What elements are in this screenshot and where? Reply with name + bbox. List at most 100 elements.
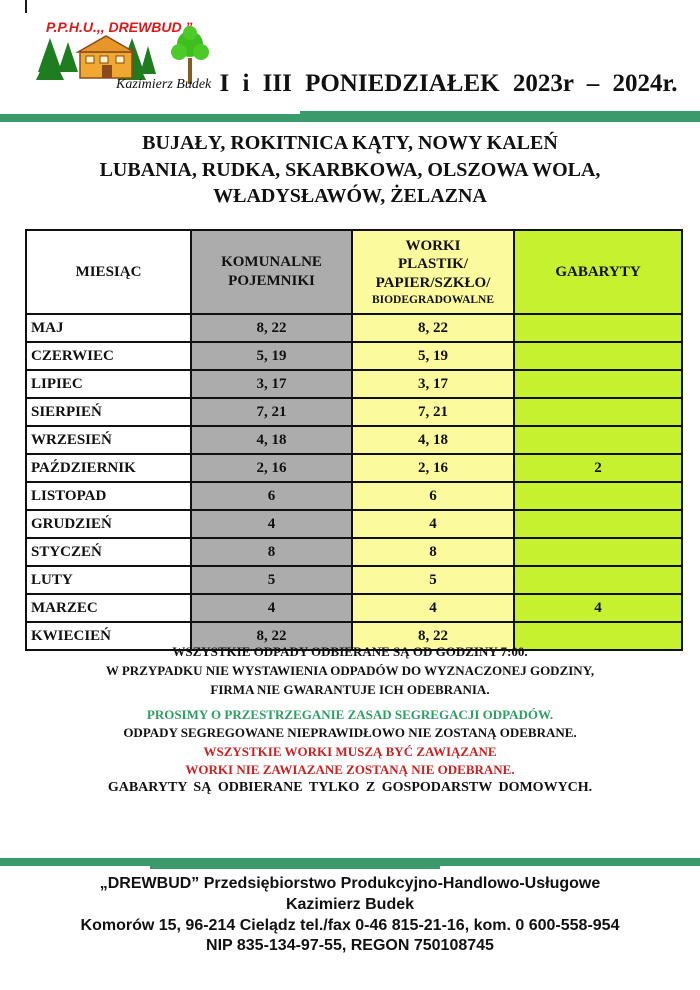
komunalne-cell: 8, 22 (190, 621, 353, 651)
komunalne-cell: 6 (190, 481, 353, 511)
bottom-green-divider (0, 858, 700, 869)
month-cell: SIERPIEŃ (25, 397, 192, 427)
komunalne-cell: 4 (190, 593, 353, 623)
table-row: STYCZEŃ 8 8 (25, 537, 683, 567)
page-title: I i III PONIEDZIAŁEK 2023r – 2024r. (219, 70, 678, 97)
worki-cell: 2, 16 (351, 453, 515, 483)
gabaryty-cell (513, 565, 683, 595)
month-cell: LIPIEC (25, 369, 192, 399)
pickup-notes: WSZYSTKIE ODPADY ODBIERANE SĄ OD GODZINY… (20, 643, 680, 700)
scan-artifact-mark (25, 0, 27, 13)
month-cell: LISTOPAD (25, 481, 192, 511)
month-cell: GRUDZIEŃ (25, 509, 192, 539)
table-row: KWIECIEŃ 8, 22 8, 22 (25, 621, 683, 651)
gabaryty-cell (513, 425, 683, 455)
gabaryty-cell (513, 341, 683, 371)
segregation-note-red-2: WORKI NIE ZAWIAZANE ZOSTANĄ NIE ODEBRANE… (185, 762, 515, 778)
gabaryty-cell (513, 537, 683, 567)
header-worki-main: WORKI PLASTIK/ PAPIER/SZKŁO/ (375, 237, 491, 292)
month-cell: STYCZEŃ (25, 537, 192, 567)
komunalne-cell: 8 (190, 537, 353, 567)
header-komunalne: KOMUNALNE POJEMNIKI (190, 229, 353, 315)
worki-cell: 5 (351, 565, 515, 595)
gabaryty-cell (513, 509, 683, 539)
worki-cell: 4 (351, 593, 515, 623)
collection-schedule-table: MIESIĄC KOMUNALNE POJEMNIKI WORKI PLASTI… (25, 229, 683, 651)
gabaryty-cell: 2 (513, 453, 683, 483)
gabaryty-cell: 4 (513, 593, 683, 623)
header-worki: WORKI PLASTIK/ PAPIER/SZKŁO/ BIODEGRADOW… (351, 229, 515, 315)
table-row: WRZESIEŃ 4, 18 4, 18 (25, 425, 683, 455)
month-cell: LUTY (25, 565, 192, 595)
month-cell: PAŹDZIERNIK (25, 453, 192, 483)
worki-cell: 3, 17 (351, 369, 515, 399)
komunalne-cell: 3, 17 (190, 369, 353, 399)
schedule-table-body: MAJ 8, 22 8, 22 CZERWIEC 5, 19 5, 19 LIPIEC 3, … (25, 313, 683, 651)
localities-line-3: WŁADYSŁAWÓW, ŻELAZNA (213, 185, 487, 208)
worki-cell: 8 (351, 537, 515, 567)
month-cell: WRZESIEŃ (25, 425, 192, 455)
pickup-note-line-1: WSZYSTKIE ODPADY ODBIERANE SĄ OD GODZINY… (172, 644, 528, 659)
segregation-note-green: PROSIMY O PRZESTRZEGANIE ZASAD SEGREGACJ… (146, 707, 554, 722)
logo-graphic: P.P.H.U.,, DREWBUD ” (36, 19, 212, 92)
komunalne-cell: 5 (190, 565, 353, 595)
worki-cell: 5, 19 (351, 341, 515, 371)
table-row: LUTY 5 5 (25, 565, 683, 595)
month-cell: KWIECIEŃ (25, 621, 192, 651)
worki-cell: 6 (351, 481, 515, 511)
localities-heading: BUJAŁY, ROKITNICA KĄTY, NOWY KALEŃ LUBAN… (30, 130, 670, 210)
gabaryty-cell (513, 621, 683, 651)
logo-owner-text: Kazimierz Budek (115, 77, 212, 92)
pickup-note-line-2: W PRZYPADKU NIE WYSTAWIENIA ODPADÓW DO W… (105, 662, 595, 678)
table-row: MAJ 8, 22 8, 22 (25, 313, 683, 343)
table-row: MARZEC 4 4 4 (25, 593, 683, 623)
header-month: MIESIĄC (25, 229, 192, 315)
komunalne-cell: 4, 18 (190, 425, 353, 455)
worki-cell: 4 (351, 509, 515, 539)
month-cell: MAJ (25, 313, 192, 343)
localities-line-1: BUJAŁY, ROKITNICA KĄTY, NOWY KALEŃ (142, 132, 558, 154)
footer-line-3: Komorów 15, 96-214 Cielądz tel./fax 0-46… (80, 916, 620, 934)
komunalne-cell: 7, 21 (190, 397, 353, 427)
gabaryty-cell (513, 369, 683, 399)
segregation-notes: PROSIMY O PRZESTRZEGANIE ZASAD SEGREGACJ… (20, 706, 680, 780)
komunalne-cell: 2, 16 (190, 453, 353, 483)
worki-cell: 8, 22 (351, 621, 515, 651)
company-logo: P.P.H.U.,, DREWBUD ” (28, 10, 213, 92)
worki-cell: 7, 21 (351, 397, 515, 427)
komunalne-cell: 5, 19 (190, 341, 353, 371)
segregation-note-black: ODPADY SEGREGOWANE NIEPRAWIDŁOWO NIE ZOS… (123, 725, 577, 741)
pickup-note-line-3: FIRMA NIE GWARANTUJE ICH ODEBRANIA. (210, 681, 490, 697)
table-row: LISTOPAD 6 6 (25, 481, 683, 511)
komunalne-cell: 8, 22 (190, 313, 353, 343)
worki-cell: 4, 18 (351, 425, 515, 455)
table-row: PAŹDZIERNIK 2, 16 2, 16 2 (25, 453, 683, 483)
footer-line-1: „DREWBUD” Przedsiębiorstwo Produkcyjno-H… (99, 875, 601, 892)
komunalne-cell: 4 (190, 509, 353, 539)
footer-line-2: Kazimierz Budek (285, 895, 415, 913)
table-row: LIPIEC 3, 17 3, 17 (25, 369, 683, 399)
house-icon (75, 35, 137, 79)
gabaryty-cell (513, 397, 683, 427)
top-green-divider (0, 111, 700, 122)
localities-line-2: LUBANIA, RUDKA, SKARBKOWA, OLSZOWA WOLA, (99, 158, 601, 181)
table-header-row: MIESIĄC KOMUNALNE POJEMNIKI WORKI PLASTI… (25, 229, 683, 315)
worki-cell: 8, 22 (351, 313, 515, 343)
table-row: SIERPIEŃ 7, 21 7, 21 (25, 397, 683, 427)
deciduous-tree-icon (171, 26, 209, 84)
table-row: GRUDZIEŃ 4 4 (25, 509, 683, 539)
gabaryty-note: GABARYTY SĄ ODBIERANE TYLKO Z GOSPODARST… (107, 780, 593, 795)
gabaryty-cell (513, 313, 683, 343)
company-footer: „DREWBUD” Przedsiębiorstwo Produkcyjno-H… (10, 874, 690, 957)
gabaryty-cell (513, 481, 683, 511)
header-worki-small: BIODEGRADOWALNE (371, 293, 495, 306)
table-row: CZERWIEC 5, 19 5, 19 (25, 341, 683, 371)
pine-trees-left-icon (36, 38, 78, 80)
segregation-note-red-1: WSZYSTKIE WORKI MUSZĄ BYĆ ZAWIĄZANE (203, 743, 497, 759)
header-gabaryty: GABARYTY (513, 229, 683, 315)
logo-company-text: P.P.H.U.,, DREWBUD ” (46, 19, 193, 35)
month-cell: MARZEC (25, 593, 192, 623)
month-cell: CZERWIEC (25, 341, 192, 371)
footer-line-4: NIP 835-134-97-55, REGON 750108745 (206, 937, 494, 955)
